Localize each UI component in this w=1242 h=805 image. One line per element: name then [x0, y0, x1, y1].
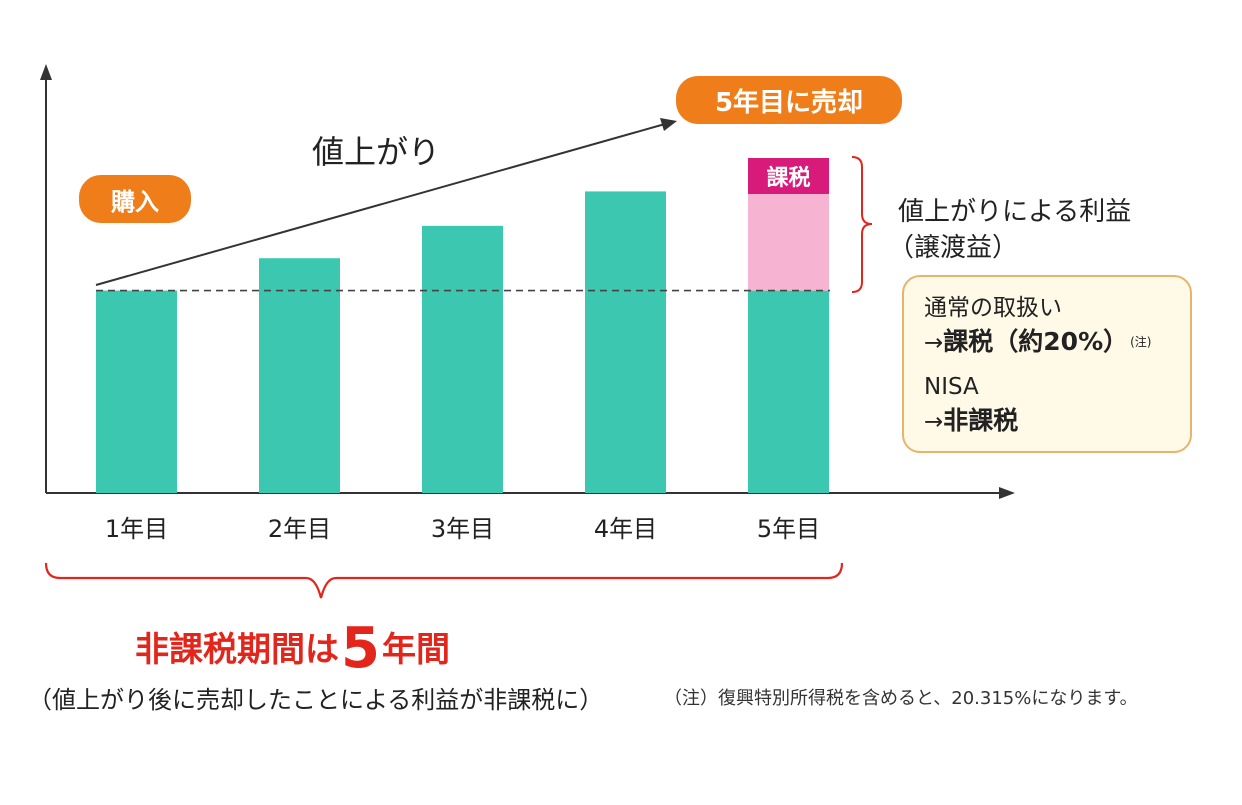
gain-title: 値上がりによる利益: [898, 197, 1132, 227]
tick-label-4: 4年目: [594, 515, 657, 543]
period-title: 非課税期間は5年間: [135, 616, 450, 681]
period-number: 5: [341, 616, 380, 681]
bar-3: [422, 225, 503, 494]
purchase-badge: 購入: [79, 175, 191, 223]
note-nisa-line: NISA: [924, 374, 979, 400]
bar-5-base: [748, 290, 829, 493]
tick-label-2: 2年目: [268, 515, 331, 543]
tick-label-1: 1年目: [105, 515, 168, 543]
note-normal-line: 通常の取扱い: [924, 295, 1062, 321]
period-suffix: 年間: [381, 630, 450, 670]
period-prefix: 非課税期間は: [135, 630, 339, 670]
trend-arrow-head-icon: [660, 118, 677, 131]
bars-layer: [96, 191, 829, 494]
x-axis-arrow-icon: [999, 487, 1015, 499]
bar-1: [96, 290, 177, 493]
tax-tag: 課税: [748, 158, 829, 194]
trend-arrow-line: [95, 123, 666, 286]
bar-5-gain: [748, 191, 829, 291]
footnote: （注）復興特別所得税を含めると、20.315%になります。: [664, 688, 1138, 709]
period-caption: （値上がり後に売却したことによる利益が非課税に）: [28, 686, 604, 714]
tick-label-3: 3年目: [431, 515, 494, 543]
note-arrow: →: [924, 330, 944, 356]
note-normal-result: →課税（約20%） (注): [924, 325, 1190, 360]
bar-2: [259, 258, 340, 493]
period-brace: [44, 562, 844, 599]
purchase-label: 購入: [111, 187, 159, 216]
trend-label: 値上がり: [312, 133, 440, 171]
tick-label-5: 5年目: [757, 515, 820, 543]
gain-brace: [851, 156, 873, 293]
y-axis-arrow-icon: [40, 64, 52, 80]
bar-4: [585, 191, 666, 493]
note-arrow: →: [924, 409, 944, 435]
tax-tag-label: 課税: [766, 166, 811, 191]
tax-note-box: 通常の取扱い →課税（約20%） (注) NISA →非課税: [902, 275, 1192, 453]
note-taxed-text: 課税（約20%）: [943, 327, 1129, 356]
note-nisa-result: →非課税: [924, 404, 1190, 439]
sell-label: 5年目に売却: [714, 87, 864, 118]
note-tax-free-text: 非課税: [943, 406, 1019, 435]
tick-labels: 1年目 2年目 3年目 4年目 5年目: [105, 515, 820, 543]
sell-badge: 5年目に売却: [676, 76, 902, 124]
note-footnote-mark: (注): [1130, 335, 1152, 349]
gain-subtitle: （譲渡益）: [888, 233, 1019, 263]
